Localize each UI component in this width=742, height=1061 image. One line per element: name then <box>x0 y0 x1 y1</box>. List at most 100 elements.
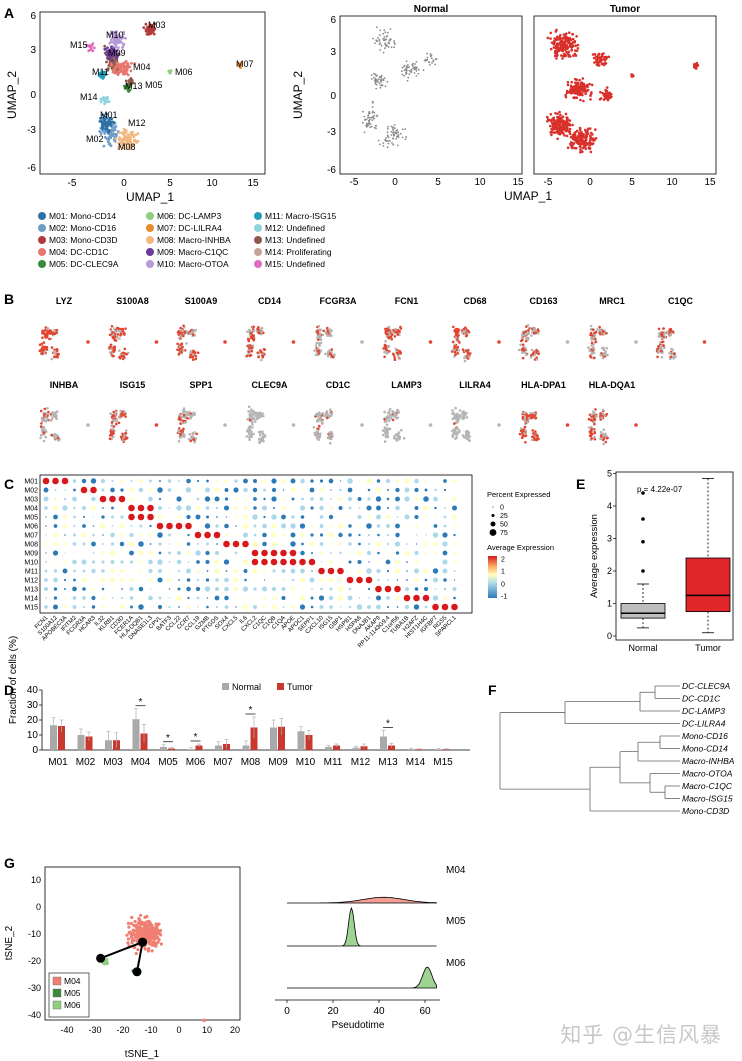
tsne-point-m04 <box>151 943 155 947</box>
feature-plot-cell <box>517 348 521 352</box>
feature-plot-cell <box>51 411 54 414</box>
feature-plot-cell <box>248 414 252 418</box>
feature-plot-cell <box>458 429 461 433</box>
dotplot-dot <box>81 577 87 583</box>
normal-umap-point <box>387 136 390 139</box>
tumor-umap-point <box>593 138 596 142</box>
feature-plot-cell <box>319 413 323 416</box>
feature-plot-cell <box>315 341 319 345</box>
tsne-xtick: -20 <box>116 1025 129 1035</box>
normal-umap-point <box>386 139 388 142</box>
feature-plot-cell <box>456 414 460 418</box>
dotplot-dot <box>376 514 381 520</box>
feature-plot-cell <box>593 431 597 435</box>
dotplot-dot <box>101 515 105 519</box>
feature-plot-cell <box>524 330 527 333</box>
feature-plot-cell <box>383 410 387 414</box>
feature-plot-cell <box>455 418 458 422</box>
tumor-umap-point <box>594 55 598 58</box>
feature-plot-cell <box>46 407 49 410</box>
barplot-xtick: M09 <box>268 757 288 768</box>
dotplot-dot <box>365 576 373 584</box>
feature-plot-cell <box>387 411 390 415</box>
normal-umap-point <box>393 124 396 126</box>
dotplot-dot <box>452 542 457 546</box>
dotplot-dot <box>396 606 399 608</box>
dotplot-dot <box>347 595 353 601</box>
tumor-umap-point <box>582 99 585 103</box>
size-legend-label: 50 <box>500 522 508 529</box>
umap-point <box>115 30 118 34</box>
feature-plot-cell <box>314 344 318 347</box>
dotplot-dot <box>111 506 114 510</box>
umap-point <box>123 84 126 88</box>
dotplot-dot <box>43 487 49 493</box>
umap-point <box>113 66 117 70</box>
dotplot-dot <box>310 479 314 483</box>
dotplot-dot <box>453 524 456 528</box>
normal-umap-point <box>401 136 404 139</box>
legend-swatch <box>146 224 154 232</box>
dotplot-dot <box>175 522 183 530</box>
feature-plot-cell <box>194 437 197 440</box>
dotplot-dot <box>385 559 391 565</box>
umap-point <box>107 118 111 122</box>
umap-point <box>112 132 116 136</box>
dotplot-dot <box>330 498 332 500</box>
feature-plot-cell <box>317 324 321 328</box>
normal-umap-point <box>375 115 378 118</box>
normal-umap-point <box>375 79 378 81</box>
tsne-legend-swatch <box>52 1000 62 1010</box>
umap-point <box>100 120 104 123</box>
dotplot-dot <box>158 551 162 555</box>
dotplot-dot <box>177 542 181 546</box>
dotplot-dot <box>310 497 314 501</box>
dotplot-dot <box>111 606 114 608</box>
dotplot-dot <box>197 606 199 608</box>
dotplot-dot <box>138 487 144 493</box>
feature-plot-cell <box>179 433 182 437</box>
feature-plot-cell <box>660 333 664 336</box>
umap-point <box>124 131 128 135</box>
barplot-xtick: M13 <box>378 757 398 768</box>
split-umap-ytick: 6 <box>330 15 336 26</box>
feature-plot-cell <box>250 335 253 339</box>
dotplot-dot <box>414 478 419 484</box>
normal-umap-point <box>397 131 400 134</box>
umap-point <box>116 53 119 56</box>
tsne-xtick: 0 <box>176 1025 181 1035</box>
dotplot-dot <box>52 604 59 610</box>
dotplot-dot <box>45 552 47 554</box>
umap-point <box>98 130 102 133</box>
tumor-umap-point <box>568 132 572 136</box>
box-outlier <box>641 517 645 521</box>
tumor-umap-point <box>589 98 592 101</box>
dotplot-dot <box>178 579 180 581</box>
umap-point <box>109 144 113 148</box>
feature-plot-cell <box>520 336 524 339</box>
feature-plot-cell <box>316 329 319 333</box>
dotplot-dot <box>61 477 69 485</box>
tumor-umap-point <box>574 49 577 52</box>
feature-plot-gene-title: LYZ <box>56 296 73 306</box>
feature-plot-cell <box>318 344 321 348</box>
dotplot-dot <box>434 506 437 510</box>
dotplot-dot <box>177 569 181 573</box>
feature-plot-cell <box>387 336 391 339</box>
feature-plot-cell <box>39 436 42 440</box>
umap-point <box>99 132 103 136</box>
feature-plot-cell <box>41 418 44 422</box>
dotplot-dot <box>129 596 134 600</box>
dotplot-dot <box>194 531 202 539</box>
pseudotime-ridge <box>287 896 437 904</box>
tumor-umap-point <box>552 116 556 120</box>
dotplot-dot <box>386 524 390 528</box>
tsne-point-m04 <box>154 922 158 926</box>
tumor-umap-point <box>564 95 568 99</box>
tumor-umap-point <box>602 52 605 55</box>
normal-umap-point <box>406 79 409 82</box>
normal-umap-point <box>368 111 371 113</box>
dotplot-dot <box>72 542 77 546</box>
dotplot-dot <box>72 496 77 502</box>
